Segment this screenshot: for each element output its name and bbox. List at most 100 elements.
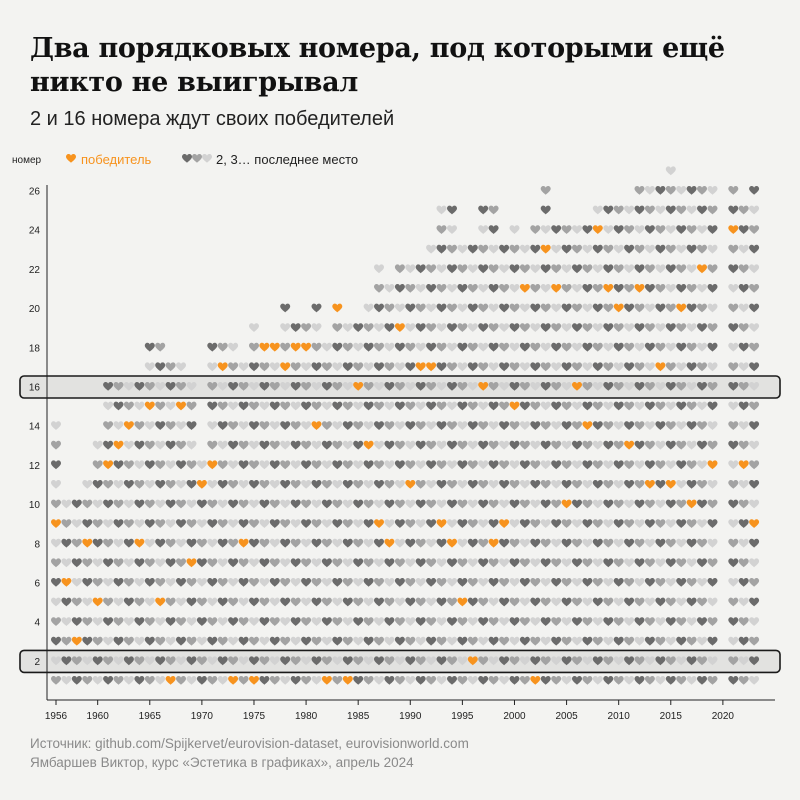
heart: [51, 578, 61, 587]
winner-heart-1973: [228, 676, 239, 685]
heart: [321, 519, 332, 528]
heart: [478, 676, 489, 685]
heart: [728, 421, 739, 430]
heart: [321, 460, 332, 470]
heart: [530, 519, 541, 528]
heart: [259, 617, 270, 626]
heart: [488, 519, 499, 528]
heart: [103, 617, 114, 626]
heart: [509, 284, 520, 293]
heart: [467, 382, 478, 391]
heart: [176, 676, 186, 685]
heart: [384, 421, 395, 430]
heart: [436, 303, 447, 313]
heart: [447, 421, 457, 430]
heart: [82, 480, 93, 489]
heart: [249, 538, 259, 548]
heart: [707, 205, 718, 215]
heart: [572, 519, 582, 528]
heart: [165, 440, 176, 450]
heart: [301, 499, 312, 509]
heart: [405, 421, 416, 430]
heart: [155, 440, 166, 450]
heart: [707, 636, 718, 646]
heart: [728, 538, 739, 548]
heart: [728, 401, 739, 411]
heart: [551, 617, 562, 626]
heart: [738, 597, 749, 607]
heart: [613, 499, 624, 509]
heart: [613, 421, 624, 430]
heart: [676, 244, 687, 254]
heart: [582, 636, 593, 646]
heart: [384, 558, 395, 568]
heart: [217, 421, 228, 430]
heart: [540, 421, 551, 430]
heart: [207, 362, 218, 372]
heart: [561, 538, 572, 548]
heart: [634, 342, 645, 352]
heart: [644, 421, 655, 430]
heart: [603, 303, 614, 313]
heart: [374, 264, 384, 274]
heart: [415, 636, 426, 646]
heart: [509, 597, 520, 607]
heart: [613, 382, 624, 391]
heart: [686, 244, 697, 254]
heart: [363, 382, 374, 391]
heart: [447, 519, 457, 528]
heart: [363, 676, 374, 685]
heart: [374, 303, 384, 313]
heart: [342, 440, 353, 450]
heart: [228, 362, 239, 372]
winner-heart-1983: [332, 303, 343, 313]
heart: [592, 323, 603, 332]
winner-heart-1986: [363, 440, 374, 450]
heart: [269, 362, 280, 372]
heart: [196, 460, 207, 470]
heart: [738, 205, 749, 215]
heart: [144, 440, 155, 450]
heart: [488, 421, 499, 430]
heart: [457, 578, 468, 587]
heart: [249, 342, 259, 352]
heart: [697, 636, 707, 646]
heart: [572, 264, 582, 274]
heart: [374, 617, 384, 626]
heart: [165, 597, 176, 607]
heart: [176, 538, 186, 548]
heart: [561, 342, 572, 352]
heart: [426, 342, 437, 352]
heart: [738, 264, 749, 274]
heart: [249, 578, 259, 587]
heart: [613, 401, 624, 411]
heart: [488, 284, 499, 293]
heart: [603, 264, 614, 274]
heart: [592, 676, 603, 685]
heart: [186, 578, 197, 587]
heart: [499, 362, 510, 372]
heart: [613, 284, 624, 293]
heart: [634, 519, 645, 528]
heart: [540, 480, 551, 489]
heart: [644, 284, 655, 293]
heart: [488, 558, 499, 568]
winner-heart-1969: [186, 558, 197, 568]
heart: [686, 303, 697, 313]
heart: [551, 362, 562, 372]
legend: номер победитель 2, 3… последнее место: [12, 152, 358, 167]
heart: [301, 656, 312, 666]
heart: [332, 636, 343, 646]
heart: [134, 597, 145, 607]
heart: [394, 401, 405, 411]
heart: [530, 597, 541, 607]
heart: [738, 362, 749, 372]
heart: [530, 538, 541, 548]
heart: [509, 480, 520, 489]
heart: [249, 656, 259, 666]
heart: [519, 676, 530, 685]
heart: [530, 656, 541, 666]
heart: [572, 225, 582, 234]
heart: [551, 480, 562, 489]
heart: [676, 578, 687, 587]
